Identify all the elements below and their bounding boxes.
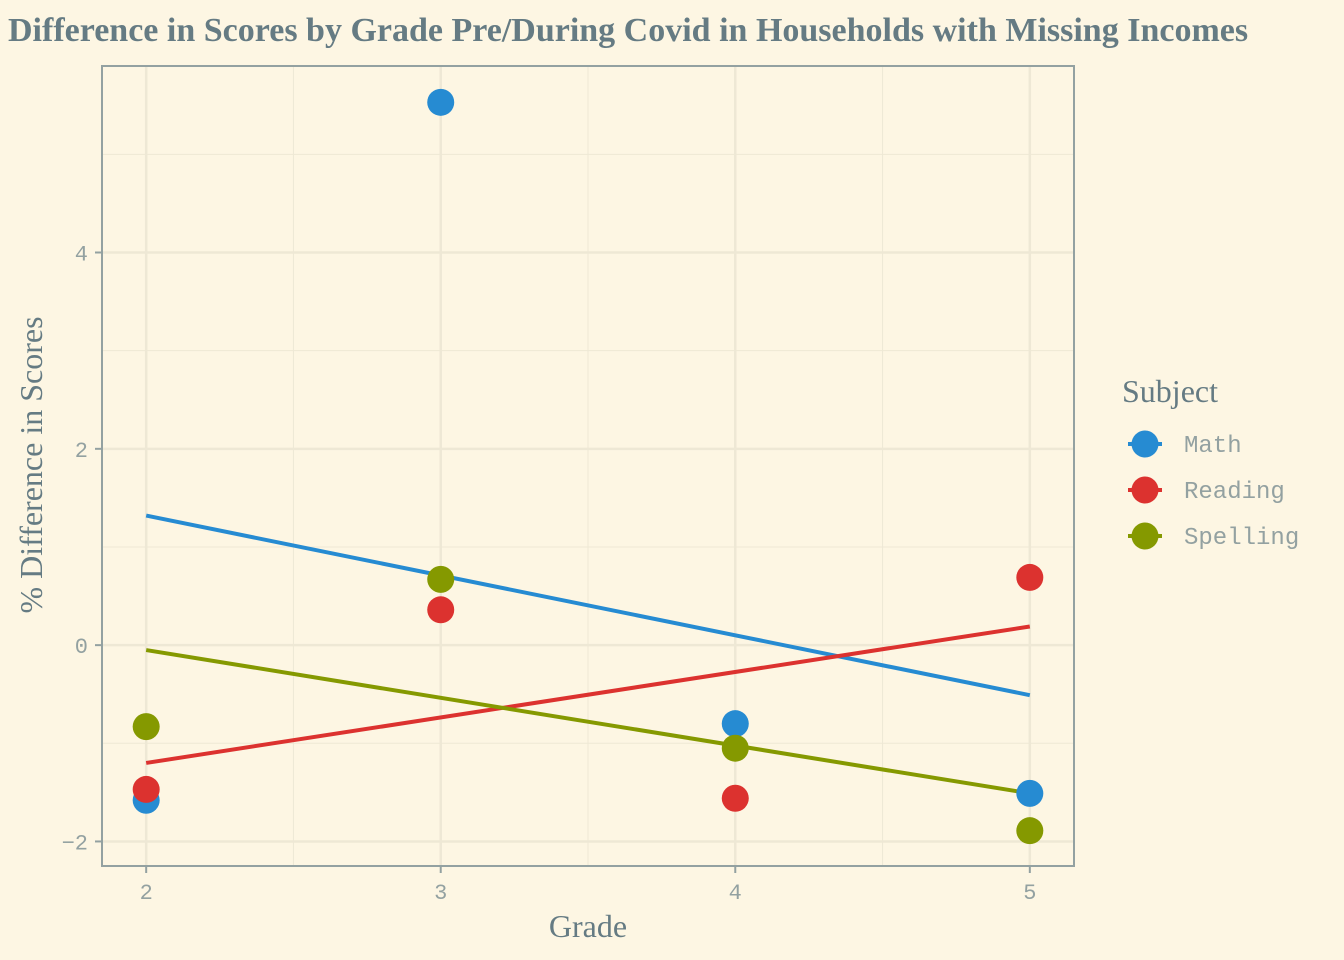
point-math [427,88,455,116]
point-reading [721,784,749,812]
point-reading [1016,563,1044,591]
y-tick-label: −2 [62,831,88,856]
data-points [132,88,1044,845]
y-tick-label: 0 [75,635,88,660]
point-reading [427,596,455,624]
chart-title: Difference in Scores by Grade Pre/During… [8,12,1248,49]
trend-line-math [145,513,1031,698]
trend-lines [145,513,1031,796]
legend-title: Subject [1122,373,1218,409]
plot-area [101,65,1075,867]
legend-key-point [1131,430,1159,458]
legend-key-point [1131,522,1159,550]
y-axis-ticks: −2 0 2 4 [62,243,102,856]
point-spelling [132,713,160,741]
x-axis-ticks: 2 3 4 5 [140,866,1036,906]
x-tick-label: 4 [729,881,742,906]
legend-items: Math Reading Spelling [1128,430,1299,552]
point-spelling [427,565,455,593]
legend-label: Spelling [1184,525,1299,552]
point-reading [132,775,160,803]
legend-item-math: Math [1128,430,1242,460]
legend: Subject Math Reading Spelling [1122,373,1299,552]
legend-key-point [1131,476,1159,504]
point-spelling [721,734,749,762]
trend-line-spelling [145,648,1031,796]
x-tick-label: 3 [434,881,447,906]
legend-item-reading: Reading [1128,476,1285,506]
legend-item-spelling: Spelling [1128,522,1299,552]
x-tick-label: 5 [1023,881,1036,906]
y-tick-label: 4 [75,243,88,268]
trend-line-reading [145,624,1031,765]
point-spelling [1016,817,1044,845]
x-axis-title: Grade [549,908,627,944]
x-tick-label: 2 [140,881,153,906]
y-tick-label: 2 [75,439,88,464]
point-math [1016,779,1044,807]
point-math [721,710,749,738]
panel-border [101,65,1075,867]
legend-label: Reading [1184,479,1285,506]
legend-label: Math [1184,433,1242,460]
y-axis-title: % Difference in Scores [13,316,49,613]
